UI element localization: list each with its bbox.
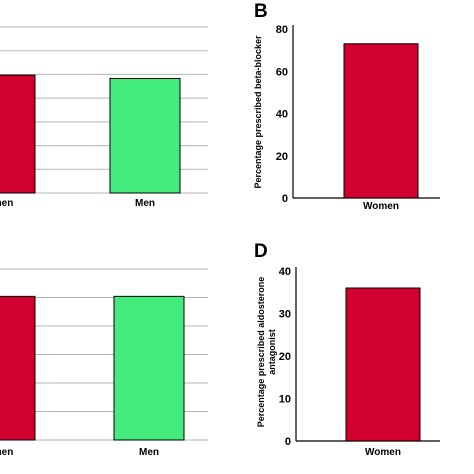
bar-women: [0, 295, 36, 441]
bar-men: [113, 295, 185, 441]
panel-d-y-axis-label-line1: Percentage prescribed aldosterone: [256, 277, 266, 428]
y-tick-label: 30: [279, 309, 291, 321]
y-tick-label: 10: [279, 394, 291, 406]
panel-d-y-axis-label-line2: antagonist: [267, 329, 277, 375]
y-tick-label: 40: [279, 266, 291, 278]
x-category-label: Women: [365, 447, 401, 458]
panel-b-chart: B Percentage prescribed beta-blocker 0 20…: [253, 1, 440, 212]
y-tick-label: 0: [285, 436, 291, 448]
x-category-label: Men: [139, 447, 159, 458]
x-category-label: omen: [0, 447, 13, 458]
bar-women: [345, 287, 421, 442]
panel-d-letter: D: [254, 241, 268, 262]
panel-a-chart: omen Men: [0, 26, 208, 209]
y-tick-label: 40: [276, 109, 288, 121]
panel-b-y-axis-label: Percentage prescribed beta-blocker: [253, 35, 263, 189]
y-tick-label: 60: [276, 66, 288, 78]
bar-women: [343, 43, 419, 199]
x-category-label: Men: [135, 198, 155, 209]
bar-women: [0, 74, 36, 194]
panel-d-chart: D Percentage prescribed aldosterone anta…: [254, 241, 440, 458]
y-tick-label: 80: [276, 24, 288, 36]
y-tick-label: 20: [276, 151, 288, 163]
x-category-label: omen: [0, 198, 13, 209]
panel-b-letter: B: [254, 1, 268, 22]
panel-c-chart: omen Men: [0, 268, 208, 458]
x-category-label: Women: [363, 201, 399, 212]
y-tick-label: 0: [282, 193, 288, 205]
y-tick-label: 20: [279, 351, 291, 363]
bar-men: [109, 77, 181, 194]
